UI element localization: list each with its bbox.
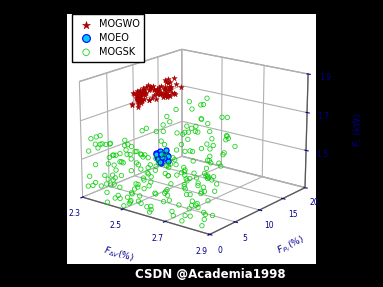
- Y-axis label: $F_{P_Y}(\%)$: $F_{P_Y}(\%)$: [275, 234, 307, 258]
- Text: CSDN @Academia1998: CSDN @Academia1998: [135, 268, 286, 281]
- Legend: MOGWO, MOEO, MOGSK: MOGWO, MOEO, MOGSK: [72, 14, 144, 62]
- X-axis label: $F_{\Delta V}(\%)$: $F_{\Delta V}(\%)$: [102, 244, 135, 265]
